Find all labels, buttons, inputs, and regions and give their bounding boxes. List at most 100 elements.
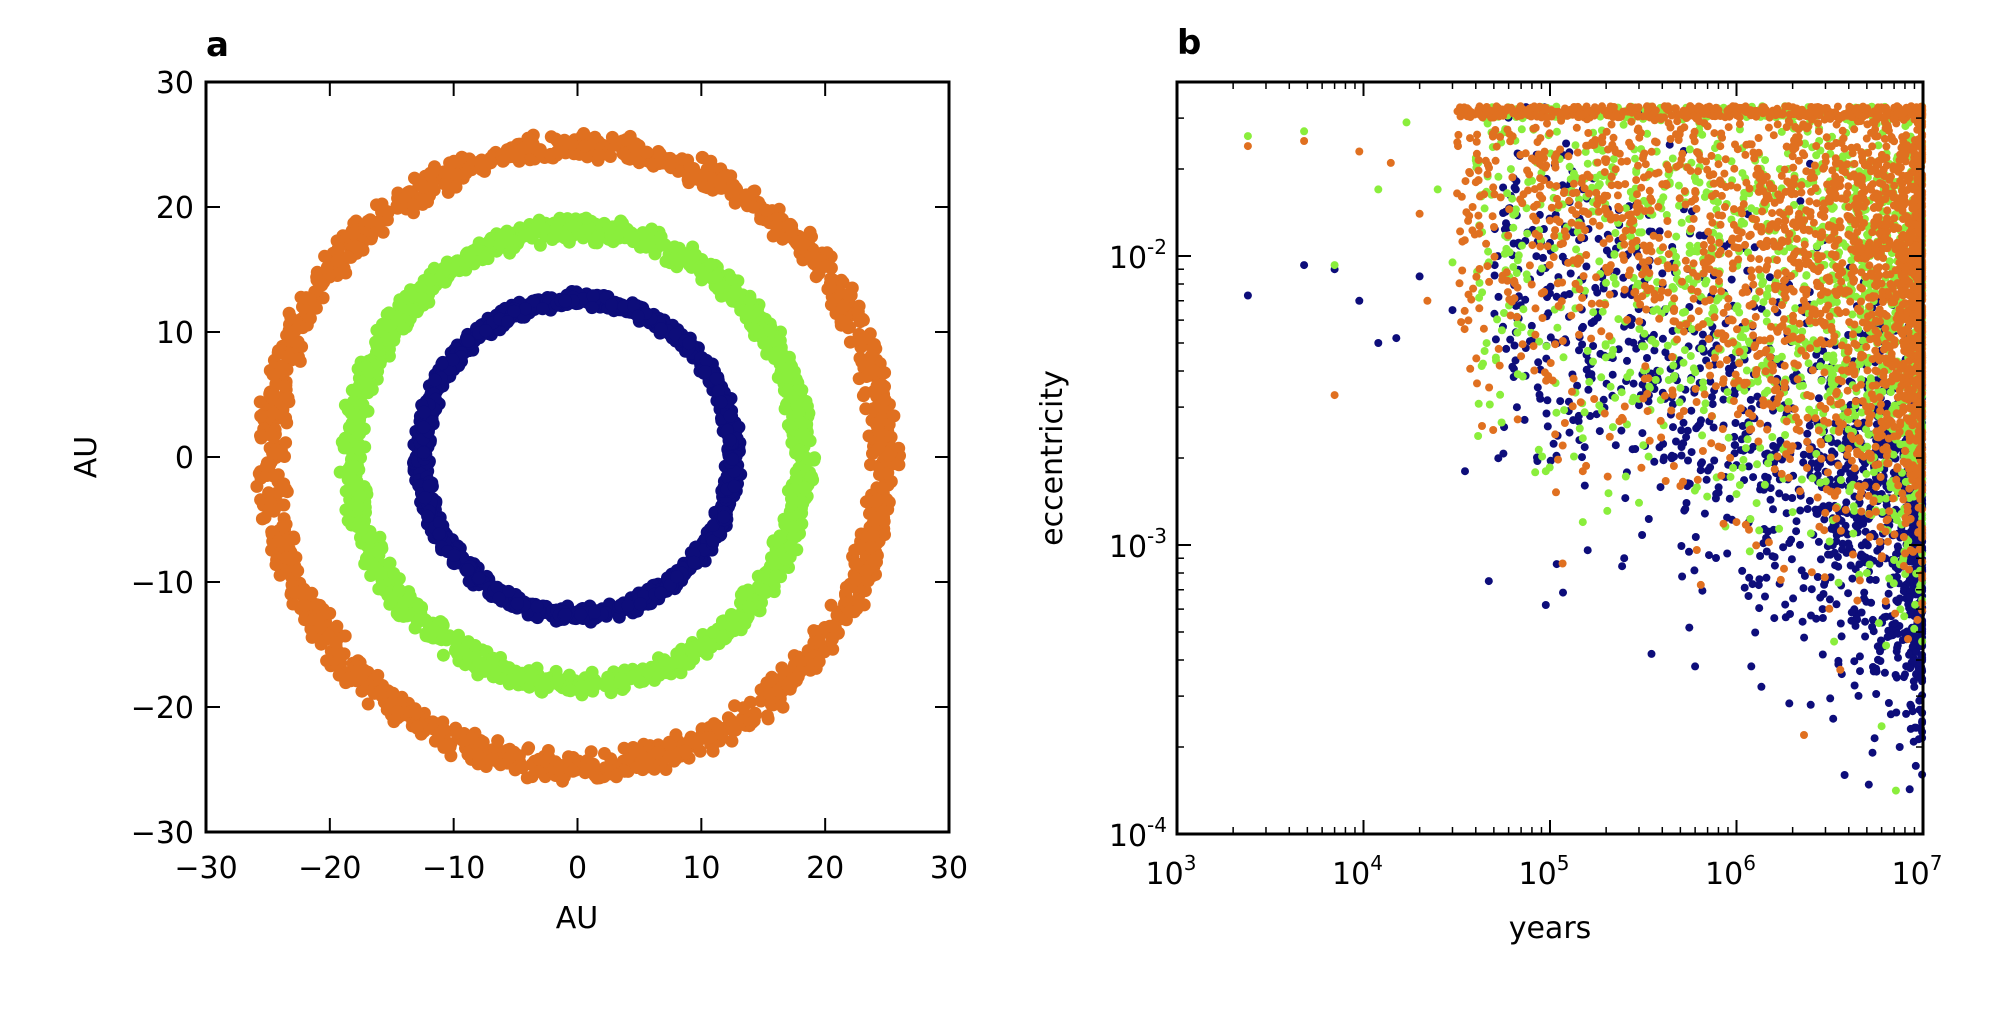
ring-point [773,334,787,348]
ring-point [280,416,294,430]
ring-point [728,286,742,300]
ring-point [321,260,334,274]
ring-point [637,751,651,765]
ring-point [566,764,580,778]
ring-point [706,744,720,758]
ring-point [397,596,411,610]
eccentricity-point [1677,542,1686,550]
ring-point [450,168,464,182]
ring-point [588,605,601,619]
ring-point [629,137,643,151]
ring-point [267,446,281,460]
ring-point [262,502,276,516]
ring-point [412,600,426,614]
ring-point [687,555,701,569]
ring-point [551,135,565,148]
eccentricity-point [1806,700,1815,709]
ring-point [868,386,882,400]
eccentricity-point [1850,681,1859,690]
eccentricity-point [1541,601,1550,609]
panel-b-points [1243,102,1927,795]
ring-point [633,597,647,611]
ring-point [773,529,787,543]
ring-point [425,166,439,179]
ring-point [785,492,798,506]
eccentricity-point [1691,662,1700,671]
eccentricity-point [1762,573,1771,582]
ring-point [371,686,385,700]
y-tick-label: 30 [156,66,194,101]
ring-point [279,551,293,565]
ring-point [781,418,795,432]
ring-point [887,409,901,423]
ring-point [274,360,288,373]
ring-point [579,211,593,225]
ring-point [341,403,355,417]
ring-point [490,580,504,594]
ring-point [605,130,619,144]
ring-point [878,380,891,394]
eccentricity-point [1727,275,1736,284]
eccentricity-point [1527,321,1536,330]
ring-point [843,604,857,618]
eccentricity-point [1620,554,1629,563]
ring-point [281,349,295,363]
ring-point [688,172,702,186]
ring-point [645,157,659,171]
eccentricity-point [1300,261,1309,270]
eccentricity-point [1448,306,1457,315]
ring-point [670,570,684,584]
ring-point [598,747,611,760]
ring-point [465,731,479,745]
ring-point [796,238,810,251]
eccentricity-point [1805,421,1814,430]
ring-point [533,765,547,778]
ring-point [303,311,317,325]
x-tick-label: −30 [174,851,237,886]
ring-point [855,333,869,347]
ring-point [446,156,459,169]
ring-point [462,251,476,265]
ring-point [262,486,276,500]
ring-point [435,357,449,371]
ring-point [461,563,475,577]
ring-point [254,409,268,423]
ring-point [585,301,599,315]
ring-point [468,639,482,652]
ring-point [330,619,344,633]
ring-point [724,713,737,727]
ring-point [277,498,291,512]
ring-point [614,214,628,228]
ring-point [533,238,547,252]
ring-point [706,625,720,639]
ring-point [409,706,423,720]
ring-point [725,272,739,286]
ring-point [878,393,892,407]
ring-point [757,337,771,350]
y-tick-label: 0 [175,441,194,476]
ring-point [421,509,435,523]
ring-point [374,567,388,581]
ring-point [614,672,628,686]
ring-point [418,491,432,505]
ring-point [709,372,723,386]
ring-point [805,470,819,484]
ring-outer-planetesimals [250,127,906,788]
ring-point [363,365,377,379]
eccentricity-point [1807,611,1815,620]
eccentricity-point [1677,451,1686,460]
ring-point [536,302,550,316]
eccentricity-point [1415,272,1424,281]
ring-point [726,452,739,466]
eccentricity-point [1755,604,1764,613]
eccentricity-point [1796,506,1805,515]
ring-point [766,553,780,567]
ring-point [848,557,862,571]
ring-point [305,630,319,644]
ring-point [439,176,453,190]
ring-point [853,540,867,553]
eccentricity-point [1243,291,1252,300]
ring-point [760,676,774,690]
